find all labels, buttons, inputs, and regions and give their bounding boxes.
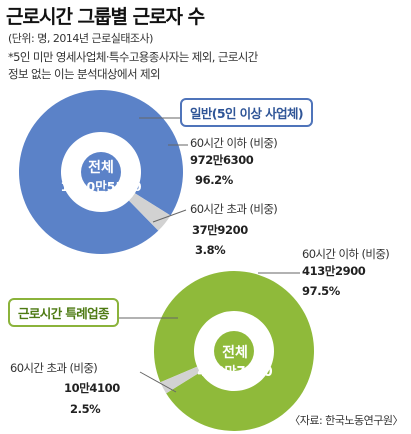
donut1-slice1-label: 60시간 이하 (비중) [190, 136, 278, 150]
donut2-slice2-value: 10만4100 [64, 381, 120, 395]
badge-special: 근로시간 특례업종 [8, 298, 119, 327]
leader-line-1b [152, 209, 187, 223]
donut1-total-value: 1010만5500 [60, 179, 142, 194]
chart-title: 근로시간 그룹별 근로자 수 [6, 6, 205, 28]
donut2-slice-minor [160, 366, 201, 394]
donut1-slice2-percent: 3.8% [195, 243, 226, 257]
donut2-slice1-percent: 97.5% [302, 284, 340, 298]
donut1-slice-minor [128, 193, 171, 231]
donut2-slice-main [154, 271, 315, 432]
badge-general: 일반(5인 이상 사업체) [180, 98, 314, 127]
donut1-center-disc [81, 152, 121, 192]
donut2-total-label: 전체 [222, 345, 248, 361]
donut1-slice-main [19, 89, 184, 254]
donut1-slice1-percent: 96.2% [195, 173, 233, 187]
footnote-line-1: *5인 미만 영세사업체·특수고용종사자는 제외, 근로시간 [8, 50, 258, 64]
footnote-line-2: 정보 없는 이는 분석대상에서 제외 [8, 67, 161, 81]
leader-line-2b [139, 371, 177, 393]
donut-general [19, 89, 184, 254]
donut1-slice2-label: 60시간 초과 (비중) [190, 202, 278, 216]
donut1-slice1-value: 972만6300 [190, 153, 254, 167]
donut1-slice2-value: 37만9200 [192, 223, 248, 237]
unit-note: (단위: 명, 2014년 근로실태조사) [8, 32, 153, 45]
donut2-slice1-value: 413만2900 [302, 264, 366, 278]
donut-special [154, 271, 315, 432]
donut2-slice2-percent: 2.5% [70, 402, 101, 416]
donut2-slice2-label: 60시간 초과 (비중) [10, 361, 98, 375]
donut2-total-value: 423만7000 [197, 365, 273, 380]
donut2-slice1-label: 60시간 이하 (비중) [302, 247, 390, 261]
donut2-center-disc [214, 331, 254, 371]
source-note: 〈자료: 한국노동연구원〉 [289, 414, 403, 427]
donut1-total-label: 전체 [88, 160, 114, 176]
